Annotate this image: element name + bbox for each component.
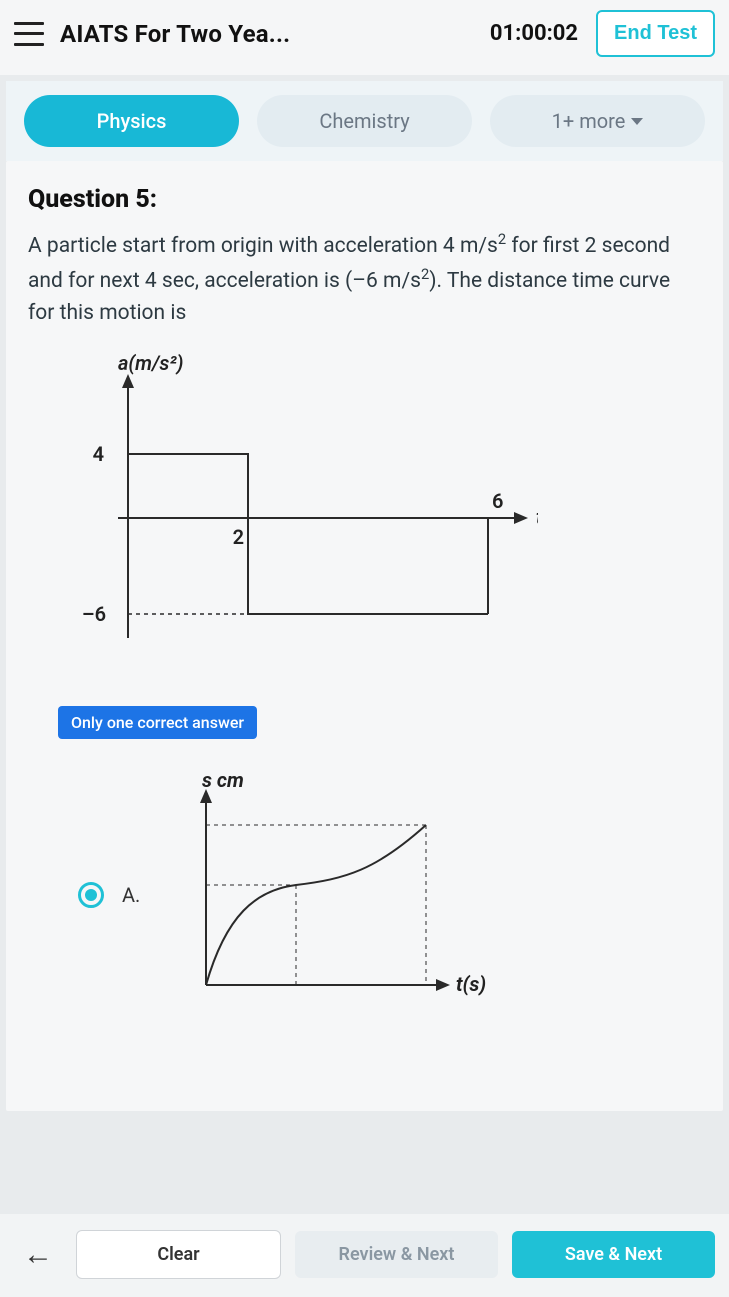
menu-icon[interactable] [14, 22, 44, 46]
subject-tabs: Physics Chemistry 1+ more [6, 81, 723, 161]
tab-more[interactable]: 1+ more [490, 95, 705, 147]
accel-time-graph: a(m/s²) 4 –6 2 6 t (s) [28, 340, 701, 700]
radio-selected-icon [78, 882, 104, 908]
timer: 01:00:02 [490, 21, 578, 46]
svg-text:s cm: s cm [202, 768, 244, 792]
question-number: Question 5: [28, 185, 701, 214]
svg-text:t (s): t (s) [536, 505, 538, 529]
svg-text:t(s): t(s) [456, 972, 486, 996]
option-a[interactable]: A. s cm t(s) [28, 765, 701, 1025]
svg-text:2: 2 [233, 525, 244, 549]
tab-more-label: 1+ more [552, 109, 626, 133]
save-next-button[interactable]: Save & Next [512, 1231, 715, 1278]
question-panel: Question 5: A particle start from origin… [6, 161, 723, 1111]
tab-physics[interactable]: Physics [24, 95, 239, 147]
app-header: AIATS For Two Yea... 01:00:02 End Test [0, 0, 729, 75]
option-a-graph: s cm t(s) [166, 765, 486, 1025]
svg-text:4: 4 [93, 442, 104, 466]
back-arrow-icon[interactable]: ← [14, 1233, 62, 1277]
chevron-down-icon [631, 118, 643, 125]
question-text: A particle start from origin with accele… [28, 228, 701, 330]
tab-chemistry[interactable]: Chemistry [257, 95, 472, 147]
review-next-button[interactable]: Review & Next [295, 1231, 498, 1278]
svg-text:a(m/s²): a(m/s²) [118, 351, 183, 375]
svg-text:6: 6 [492, 489, 503, 513]
answer-type-badge: Only one correct answer [58, 706, 257, 739]
clear-button[interactable]: Clear [76, 1230, 281, 1279]
option-letter: A. [122, 883, 140, 907]
svg-text:–6: –6 [82, 602, 106, 626]
test-title: AIATS For Two Yea... [60, 20, 290, 48]
footer-bar: ← Clear Review & Next Save & Next [0, 1214, 729, 1297]
end-test-button[interactable]: End Test [596, 10, 715, 57]
